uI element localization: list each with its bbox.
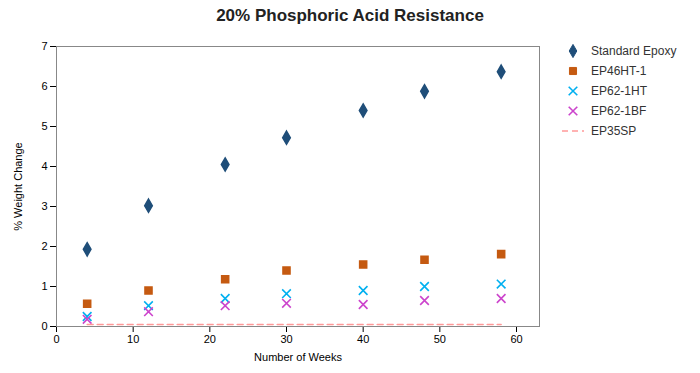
svg-text:6: 6	[41, 80, 47, 92]
html-text:EP62-1BF: EP62-1BF	[591, 104, 647, 118]
svg-text:4: 4	[41, 160, 47, 172]
svg-text:40: 40	[357, 333, 369, 345]
html-text:EP46HT-1: EP46HT-1	[591, 64, 647, 78]
svg-text:50: 50	[434, 333, 446, 345]
svg-text:60: 60	[510, 333, 522, 345]
svg-text:20: 20	[204, 333, 216, 345]
svg-text:1: 1	[41, 280, 47, 292]
svg-text:0: 0	[41, 320, 47, 332]
svg-text:Number of Weeks: Number of Weeks	[254, 351, 342, 363]
svg-text:0: 0	[53, 333, 59, 345]
svg-text:% Weight Change: % Weight Change	[12, 142, 24, 230]
html-text:20% Phosphoric Acid Resistance: 20% Phosphoric Acid Resistance	[216, 6, 484, 25]
html-text:Standard Epoxy: Standard Epoxy	[591, 44, 677, 58]
svg-text:2: 2	[41, 240, 47, 252]
svg-text:3: 3	[41, 200, 47, 212]
svg-text:30: 30	[280, 333, 292, 345]
svg-text:5: 5	[41, 120, 47, 132]
svg-text:7: 7	[41, 40, 47, 52]
svg-text:10: 10	[127, 333, 139, 345]
html-text:EP35SP: EP35SP	[591, 124, 637, 138]
html-text:EP62-1HT: EP62-1HT	[591, 84, 647, 98]
